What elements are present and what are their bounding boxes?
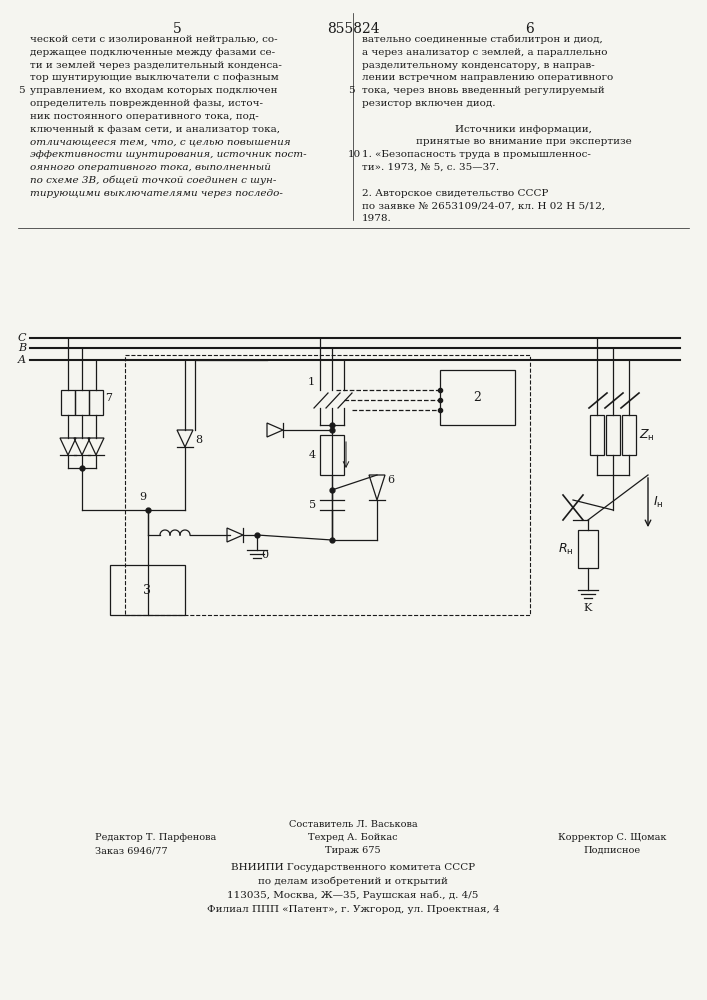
Text: Техред А. Бойкас: Техред А. Бойкас [308, 833, 398, 842]
Text: 5: 5 [18, 86, 25, 95]
Text: 855824: 855824 [327, 22, 380, 36]
Text: 0: 0 [261, 550, 268, 560]
Text: $Z_{\text{н}}$: $Z_{\text{н}}$ [639, 427, 655, 443]
Text: Составитель Л. Васькова: Составитель Л. Васькова [288, 820, 417, 829]
Text: Источники информации,: Источники информации, [455, 125, 592, 134]
Bar [578, 530, 598, 568]
Bar [622, 415, 636, 455]
Text: оянного оперативного тока, выполненный: оянного оперативного тока, выполненный [30, 163, 271, 172]
Bar [110, 565, 185, 615]
Text: K: K [584, 603, 592, 613]
Text: B: B [18, 343, 26, 353]
Text: определитель поврежденной фазы, источ-: определитель поврежденной фазы, источ- [30, 99, 263, 108]
Bar [320, 435, 344, 475]
Text: $R_{\text{н}}$: $R_{\text{н}}$ [559, 541, 574, 557]
Text: Заказ 6946/77: Заказ 6946/77 [95, 846, 168, 855]
Text: резистор включен диод.: резистор включен диод. [362, 99, 496, 108]
Text: а через анализатор с землей, а параллельно: а через анализатор с землей, а параллель… [362, 48, 607, 57]
Text: 3: 3 [144, 584, 151, 596]
Text: 1: 1 [308, 377, 315, 387]
Text: 8: 8 [195, 435, 202, 445]
Bar [89, 390, 103, 415]
Text: 5: 5 [348, 86, 355, 95]
Text: 9: 9 [139, 492, 146, 502]
Text: A: A [18, 355, 26, 365]
Text: C: C [18, 333, 26, 343]
Text: 1978.: 1978. [362, 214, 392, 223]
Bar [440, 370, 515, 425]
Text: ключенный к фазам сети, и анализатор тока,: ключенный к фазам сети, и анализатор ток… [30, 125, 280, 134]
Text: 5: 5 [309, 500, 316, 510]
Text: тирующими выключателями через последо-: тирующими выключателями через последо- [30, 189, 283, 198]
Text: лении встречном направлению оперативного: лении встречном направлению оперативного [362, 73, 613, 82]
Text: Филиал ППП «Патент», г. Ужгород, ул. Проектная, 4: Филиал ППП «Патент», г. Ужгород, ул. Про… [206, 905, 499, 914]
Text: ти и землей через разделительный конденса-: ти и землей через разделительный конденс… [30, 61, 282, 70]
Text: вательно соединенные стабилитрон и диод,: вательно соединенные стабилитрон и диод, [362, 35, 603, 44]
Text: Тираж 675: Тираж 675 [325, 846, 381, 855]
Text: 4: 4 [309, 450, 316, 460]
Text: тор шунтирующие выключатели с пофазным: тор шунтирующие выключатели с пофазным [30, 73, 279, 82]
Text: $I_{\text{н}}$: $I_{\text{н}}$ [653, 494, 664, 510]
Text: 2. Авторское свидетельство СССР: 2. Авторское свидетельство СССР [362, 189, 549, 198]
Text: 7: 7 [105, 393, 112, 403]
Text: 113035, Москва, Ж—35, Раушская наб., д. 4/5: 113035, Москва, Ж—35, Раушская наб., д. … [228, 891, 479, 900]
Text: эффективности шунтирования, источник пост-: эффективности шунтирования, источник пос… [30, 150, 307, 159]
Text: 2: 2 [474, 391, 481, 404]
Text: ти». 1973, № 5, с. 35—37.: ти». 1973, № 5, с. 35—37. [362, 163, 499, 172]
Text: ник постоянного оперативного тока, под-: ник постоянного оперативного тока, под- [30, 112, 259, 121]
Text: ВНИИПИ Государственного комитета СССР: ВНИИПИ Государственного комитета СССР [231, 863, 475, 872]
Text: держащее подключенные между фазами се-: держащее подключенные между фазами се- [30, 48, 275, 57]
Text: 10: 10 [348, 150, 361, 159]
Text: 5: 5 [173, 22, 182, 36]
Bar [75, 390, 89, 415]
Text: управлением, ко входам которых подключен: управлением, ко входам которых подключен [30, 86, 278, 95]
Text: разделительному конденсатору, в направ-: разделительному конденсатору, в направ- [362, 61, 595, 70]
Text: по заявке № 2653109/24-07, кл. Н 02 Н 5/12,: по заявке № 2653109/24-07, кл. Н 02 Н 5/… [362, 201, 605, 210]
Text: тока, через вновь введенный регулируемый: тока, через вновь введенный регулируемый [362, 86, 604, 95]
Text: 6: 6 [387, 475, 394, 485]
Text: ческой сети с изолированной нейтралью, со-: ческой сети с изолированной нейтралью, с… [30, 35, 278, 44]
Bar [590, 415, 604, 455]
Bar [125, 355, 530, 615]
Text: Подписное: Подписное [583, 846, 641, 855]
Text: 6: 6 [525, 22, 534, 36]
Text: по делам изобретений и открытий: по делам изобретений и открытий [258, 877, 448, 886]
Bar [606, 415, 620, 455]
Text: отличающееся тем, что, с целью повышения: отличающееся тем, что, с целью повышения [30, 137, 291, 146]
Text: Корректор С. Щомак: Корректор С. Щомак [558, 833, 666, 842]
Bar [61, 390, 75, 415]
Text: Редактор Т. Парфенова: Редактор Т. Парфенова [95, 833, 216, 842]
Text: принятые во внимание при экспертизе: принятые во внимание при экспертизе [416, 137, 631, 146]
Text: по схеме 3В, общей точкой соединен с шун-: по схеме 3В, общей точкой соединен с шун… [30, 176, 276, 185]
Text: 1. «Безопасность труда в промышленнос-: 1. «Безопасность труда в промышленнос- [362, 150, 591, 159]
